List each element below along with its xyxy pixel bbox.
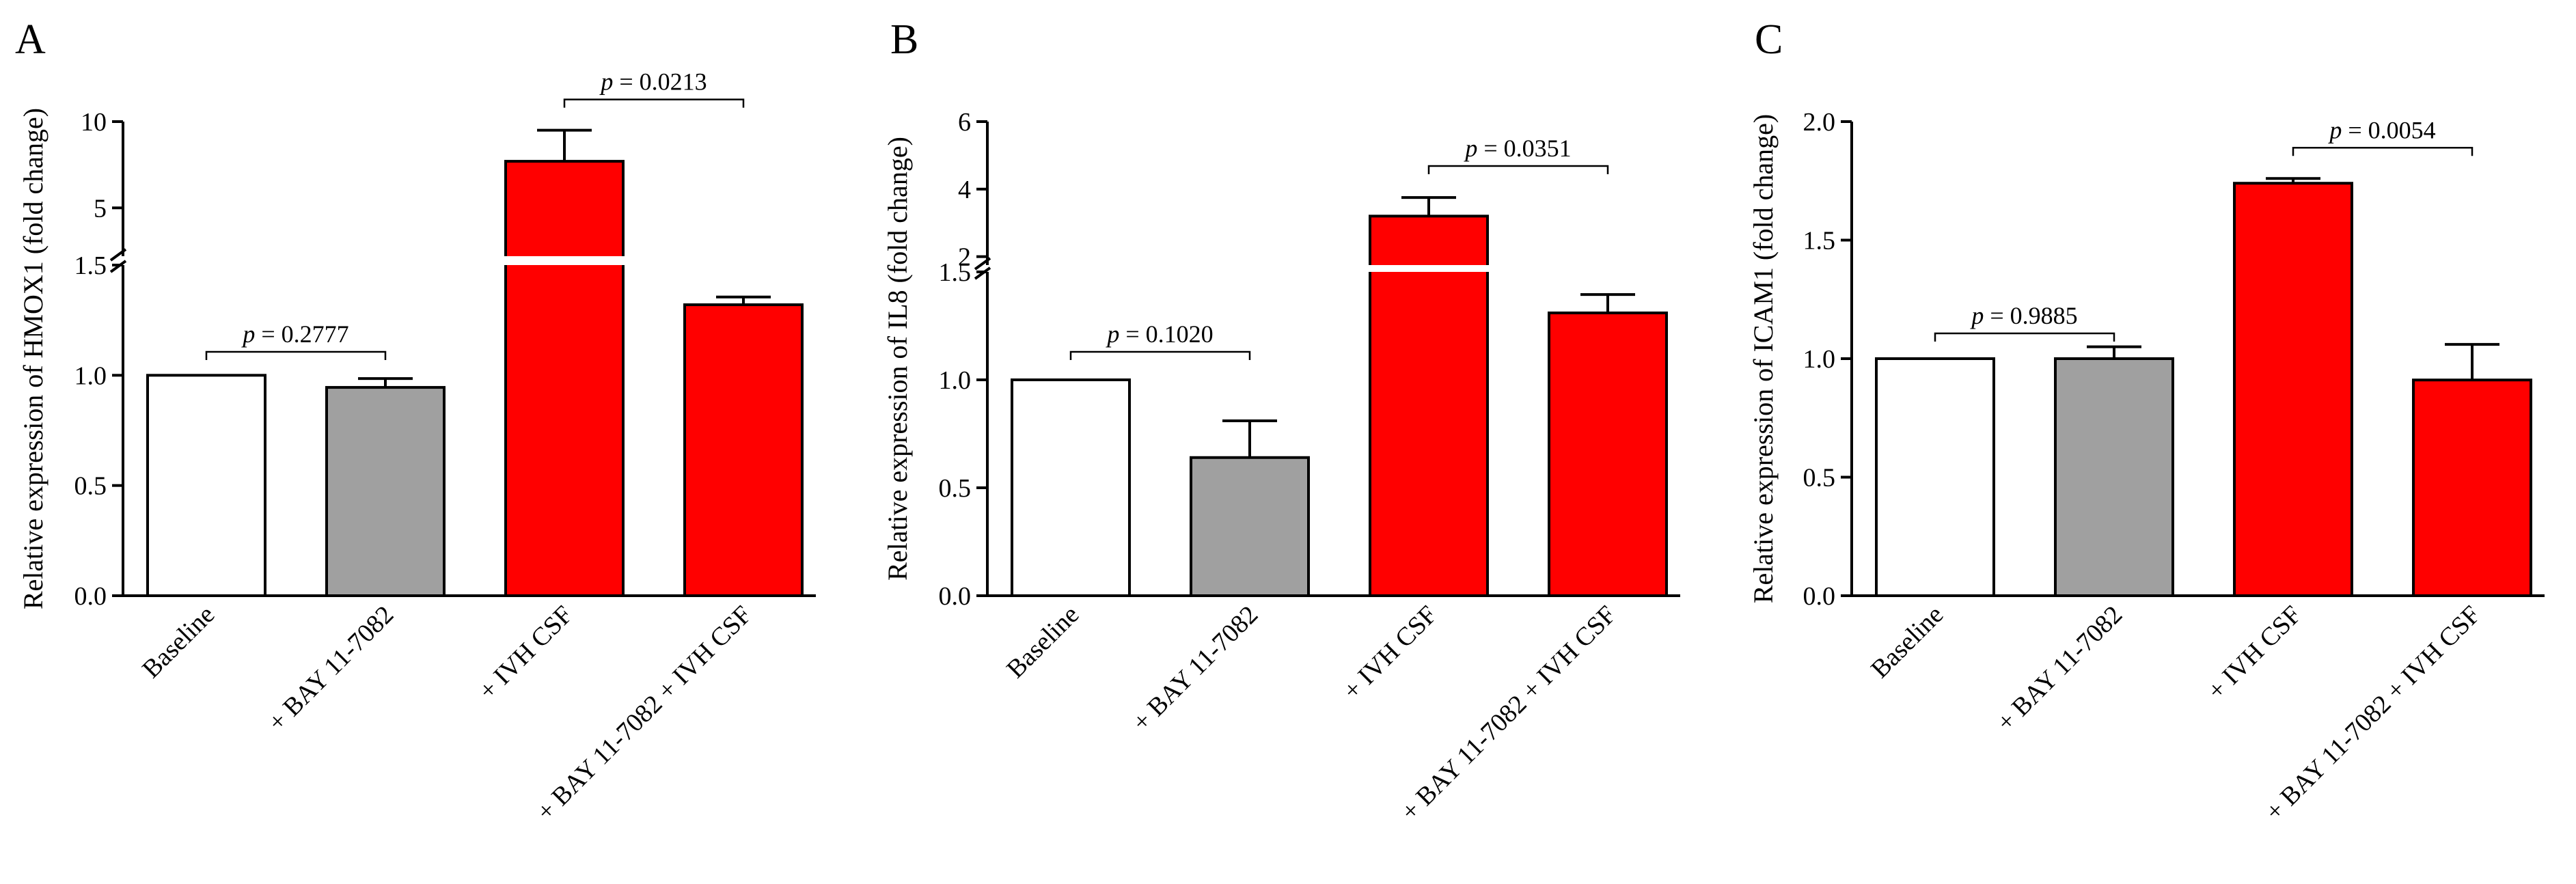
- significance-bracket: [205, 350, 387, 360]
- bar-bay-11-7082: [325, 386, 446, 598]
- p-value: = 0.1020: [1119, 320, 1213, 348]
- bar-baseline: [146, 374, 266, 597]
- category-label: + IVH CSF: [2202, 600, 2307, 706]
- bar-bay-11-7082-ivh-csf: [1548, 312, 1668, 597]
- panel-letter: C: [1755, 16, 1783, 63]
- y-tick-label: 6: [958, 108, 971, 137]
- category-label: + BAY 11-7082: [1127, 600, 1263, 737]
- y-tick-label: 4: [958, 176, 971, 204]
- y-tick-label: 0.0: [1803, 582, 1836, 611]
- p-symbol: p: [599, 68, 613, 96]
- significance-bracket: [1427, 165, 1609, 174]
- p-symbol: p: [1105, 320, 1119, 348]
- p-value-label: p = 0.0054: [2327, 116, 2435, 143]
- category-label: Baseline: [1001, 600, 1084, 684]
- axis-break-mark: [109, 248, 127, 262]
- category-label: + BAY 11-7082 + IVH CSF: [531, 600, 757, 827]
- bar-ivh-csf: [504, 160, 625, 598]
- p-symbol: p: [2327, 116, 2342, 143]
- category-label: + IVH CSF: [1338, 600, 1443, 706]
- panel-letter: B: [890, 16, 918, 63]
- p-value: = 0.0054: [2342, 116, 2435, 143]
- p-value-label: p = 0.1020: [1105, 320, 1213, 348]
- p-value: = 0.0351: [1477, 135, 1571, 162]
- significance-bracket: [1069, 350, 1251, 360]
- y-tick-label: 2.0: [1803, 108, 1836, 137]
- significance-bracket: [1934, 332, 2115, 342]
- bar-baseline: [1011, 378, 1131, 597]
- category-label: + BAY 11-7082: [1991, 600, 2128, 737]
- y-tick-label: 0.0: [74, 582, 107, 611]
- bar-bay-11-7082: [2054, 357, 2174, 597]
- y-tick-label: 0.5: [1803, 464, 1836, 493]
- p-symbol: p: [1969, 302, 1984, 329]
- bar-break-gap: [503, 256, 626, 265]
- axis-break-mark: [974, 257, 991, 271]
- significance-bracket: [563, 98, 745, 108]
- panel-b: B 0.0 0.5 1.0 1.52 4 6 Relative expression of I…: [882, 16, 1680, 827]
- bar-break-gap: [1367, 265, 1490, 272]
- y-tick-label: 10: [81, 108, 107, 137]
- p-symbol: p: [1463, 135, 1477, 162]
- bar-baseline: [1875, 357, 1995, 597]
- category-label: + BAY 11-7082: [262, 600, 399, 737]
- y-tick-label: 1.5: [939, 258, 972, 287]
- y-axis-title: Relative expression of IL8 (fold change): [882, 137, 913, 581]
- y-tick-label: 0.5: [939, 474, 972, 503]
- category-label: + BAY 11-7082 + IVH CSF: [1395, 600, 1621, 827]
- bar-bay-11-7082: [1190, 456, 1310, 598]
- bar-bay-11-7082-ivh-csf: [683, 303, 804, 597]
- y-tick-label: 1.0: [1803, 345, 1836, 374]
- bar-ivh-csf: [1369, 215, 1489, 597]
- p-symbol: p: [241, 320, 255, 348]
- y-tick-label: 5: [94, 194, 107, 223]
- bar-bay-11-7082-ivh-csf: [2412, 378, 2532, 597]
- y-tick-label: 2: [958, 243, 971, 272]
- category-label: + BAY 11-7082 + IVH CSF: [2260, 600, 2486, 827]
- p-value-label: p = 0.0213: [599, 68, 707, 96]
- p-value-label: p = 0.9885: [1969, 302, 2077, 329]
- p-value-label: p = 0.2777: [241, 320, 348, 348]
- y-tick-label: 1.0: [939, 366, 972, 395]
- y-axis-title: Relative expression of HMOX1 (fold chang…: [18, 108, 49, 609]
- y-tick-label: 1.5: [1803, 227, 1836, 255]
- y-tick-label: 1.5: [74, 251, 107, 280]
- significance-bracket: [2292, 147, 2474, 156]
- category-label: Baseline: [137, 600, 220, 684]
- y-tick-label: 0.5: [74, 472, 107, 501]
- y-tick-label: 0.0: [939, 582, 972, 611]
- p-value: = 0.0213: [613, 68, 707, 96]
- y-axis-title: Relative expression of ICAM1 (fold chang…: [1748, 114, 1779, 603]
- bar-ivh-csf: [2233, 182, 2353, 598]
- p-value-label: p = 0.0351: [1463, 135, 1571, 162]
- panel-c: C 0.0 0.5 1.0 1.5 2.0 Relative expression of I…: [1748, 16, 2545, 827]
- panel-letter: A: [15, 16, 46, 63]
- p-value: = 0.9885: [1984, 302, 2077, 329]
- panel-a: A 0.0 0.5 1.0 1.5 5 10 Relative expression of H…: [15, 16, 816, 827]
- category-label: + IVH CSF: [474, 600, 579, 706]
- y-tick-label: 1.0: [74, 361, 107, 390]
- category-label: Baseline: [1865, 600, 1949, 684]
- p-value: = 0.2777: [255, 320, 348, 348]
